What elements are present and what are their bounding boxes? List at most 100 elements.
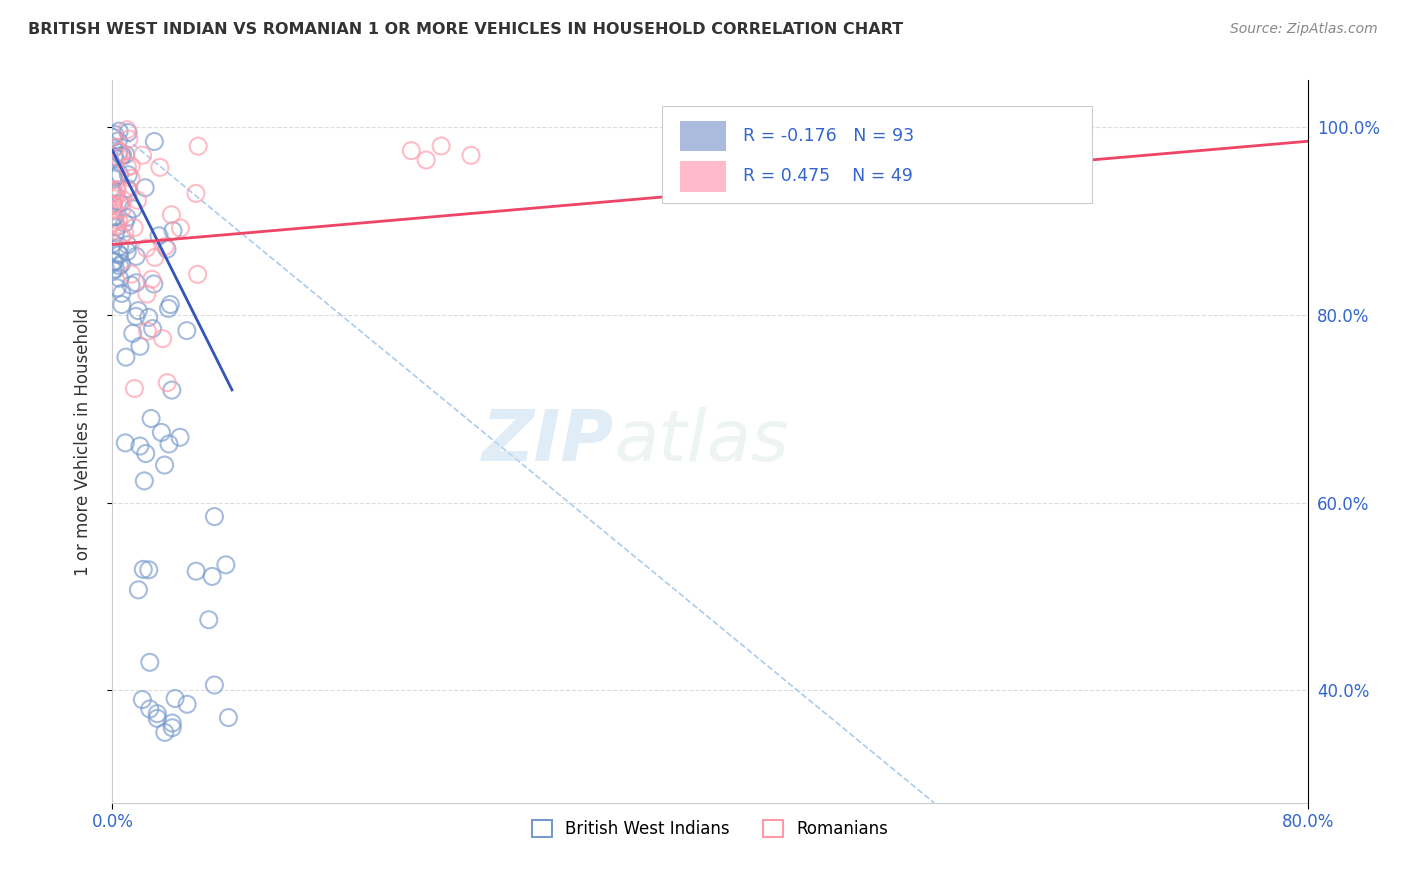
Point <box>138 563 160 577</box>
Text: atlas: atlas <box>614 407 789 476</box>
Point <box>146 706 169 721</box>
Point <box>117 126 139 140</box>
Point <box>117 160 139 174</box>
Y-axis label: 1 or more Vehicles in Household: 1 or more Vehicles in Household <box>73 308 91 575</box>
Point <box>108 168 131 182</box>
Point <box>136 324 159 338</box>
Point <box>139 702 162 716</box>
Point <box>138 310 160 325</box>
Point <box>121 326 143 341</box>
Point <box>155 239 177 253</box>
Point <box>129 439 152 453</box>
Point <box>103 197 125 211</box>
Point <box>108 248 131 262</box>
Point <box>117 181 139 195</box>
Point <box>202 678 225 692</box>
Point <box>415 153 437 167</box>
Point <box>111 202 134 216</box>
Point <box>141 272 163 286</box>
Point <box>103 150 125 164</box>
Point <box>114 436 136 450</box>
Point <box>150 425 173 440</box>
Point <box>110 257 132 271</box>
Point <box>134 474 156 488</box>
Point <box>114 216 136 230</box>
Text: Source: ZipAtlas.com: Source: ZipAtlas.com <box>1230 22 1378 37</box>
Point <box>401 144 423 158</box>
Point <box>108 259 131 273</box>
Point <box>215 558 238 572</box>
Point <box>152 332 174 346</box>
Point <box>107 145 129 160</box>
Point <box>115 211 138 225</box>
Point <box>197 613 219 627</box>
Point <box>114 147 136 161</box>
Point <box>135 446 157 460</box>
Point <box>162 223 184 237</box>
Point <box>105 183 128 197</box>
Point <box>139 411 162 425</box>
Point <box>103 186 125 200</box>
Point <box>176 698 198 712</box>
Point <box>108 145 131 159</box>
Point <box>103 263 125 277</box>
Point <box>103 169 125 184</box>
Point <box>127 193 149 207</box>
Point <box>104 225 127 239</box>
Point <box>135 287 157 301</box>
Point <box>669 120 692 135</box>
Point <box>111 149 134 163</box>
Point <box>111 297 134 311</box>
Bar <box>681 161 725 192</box>
Point <box>135 241 157 255</box>
Text: BRITISH WEST INDIAN VS ROMANIAN 1 OR MORE VEHICLES IN HOUSEHOLD CORRELATION CHAR: BRITISH WEST INDIAN VS ROMANIAN 1 OR MOR… <box>28 22 903 37</box>
Point <box>201 569 224 583</box>
Point <box>131 148 153 162</box>
Point <box>156 376 179 390</box>
Point <box>114 226 136 240</box>
Point <box>103 197 125 211</box>
Point <box>127 582 149 597</box>
Text: R = -0.176   N = 93: R = -0.176 N = 93 <box>744 127 915 145</box>
Point <box>143 251 166 265</box>
Point <box>107 134 129 148</box>
Point <box>127 303 149 318</box>
Point <box>105 168 128 182</box>
Point <box>103 192 125 206</box>
Point <box>111 148 134 162</box>
Point <box>460 148 482 162</box>
Point <box>120 278 142 293</box>
Point <box>430 139 453 153</box>
Point <box>121 267 143 281</box>
Point <box>111 228 134 243</box>
Point <box>134 180 156 194</box>
Point <box>120 171 142 186</box>
Point <box>125 310 148 324</box>
Point <box>117 244 139 259</box>
Point <box>104 128 127 142</box>
Point <box>131 692 153 706</box>
Point <box>176 324 198 338</box>
Point <box>103 254 125 268</box>
Point <box>105 183 128 197</box>
Point <box>115 350 138 364</box>
Point <box>104 140 127 154</box>
Point <box>104 210 127 224</box>
Point <box>118 184 141 198</box>
Point <box>160 208 183 222</box>
Point <box>184 564 207 578</box>
Point <box>129 339 152 353</box>
Point <box>103 236 125 251</box>
Point <box>112 193 135 207</box>
Point <box>169 221 191 235</box>
Point <box>184 186 207 201</box>
Point <box>162 721 183 735</box>
Point <box>153 458 176 472</box>
Point <box>125 249 148 263</box>
Point <box>107 213 129 227</box>
Text: ZIP: ZIP <box>482 407 614 476</box>
Point <box>157 437 180 451</box>
Bar <box>662 105 1092 203</box>
Point <box>122 202 145 216</box>
Point <box>204 509 226 524</box>
